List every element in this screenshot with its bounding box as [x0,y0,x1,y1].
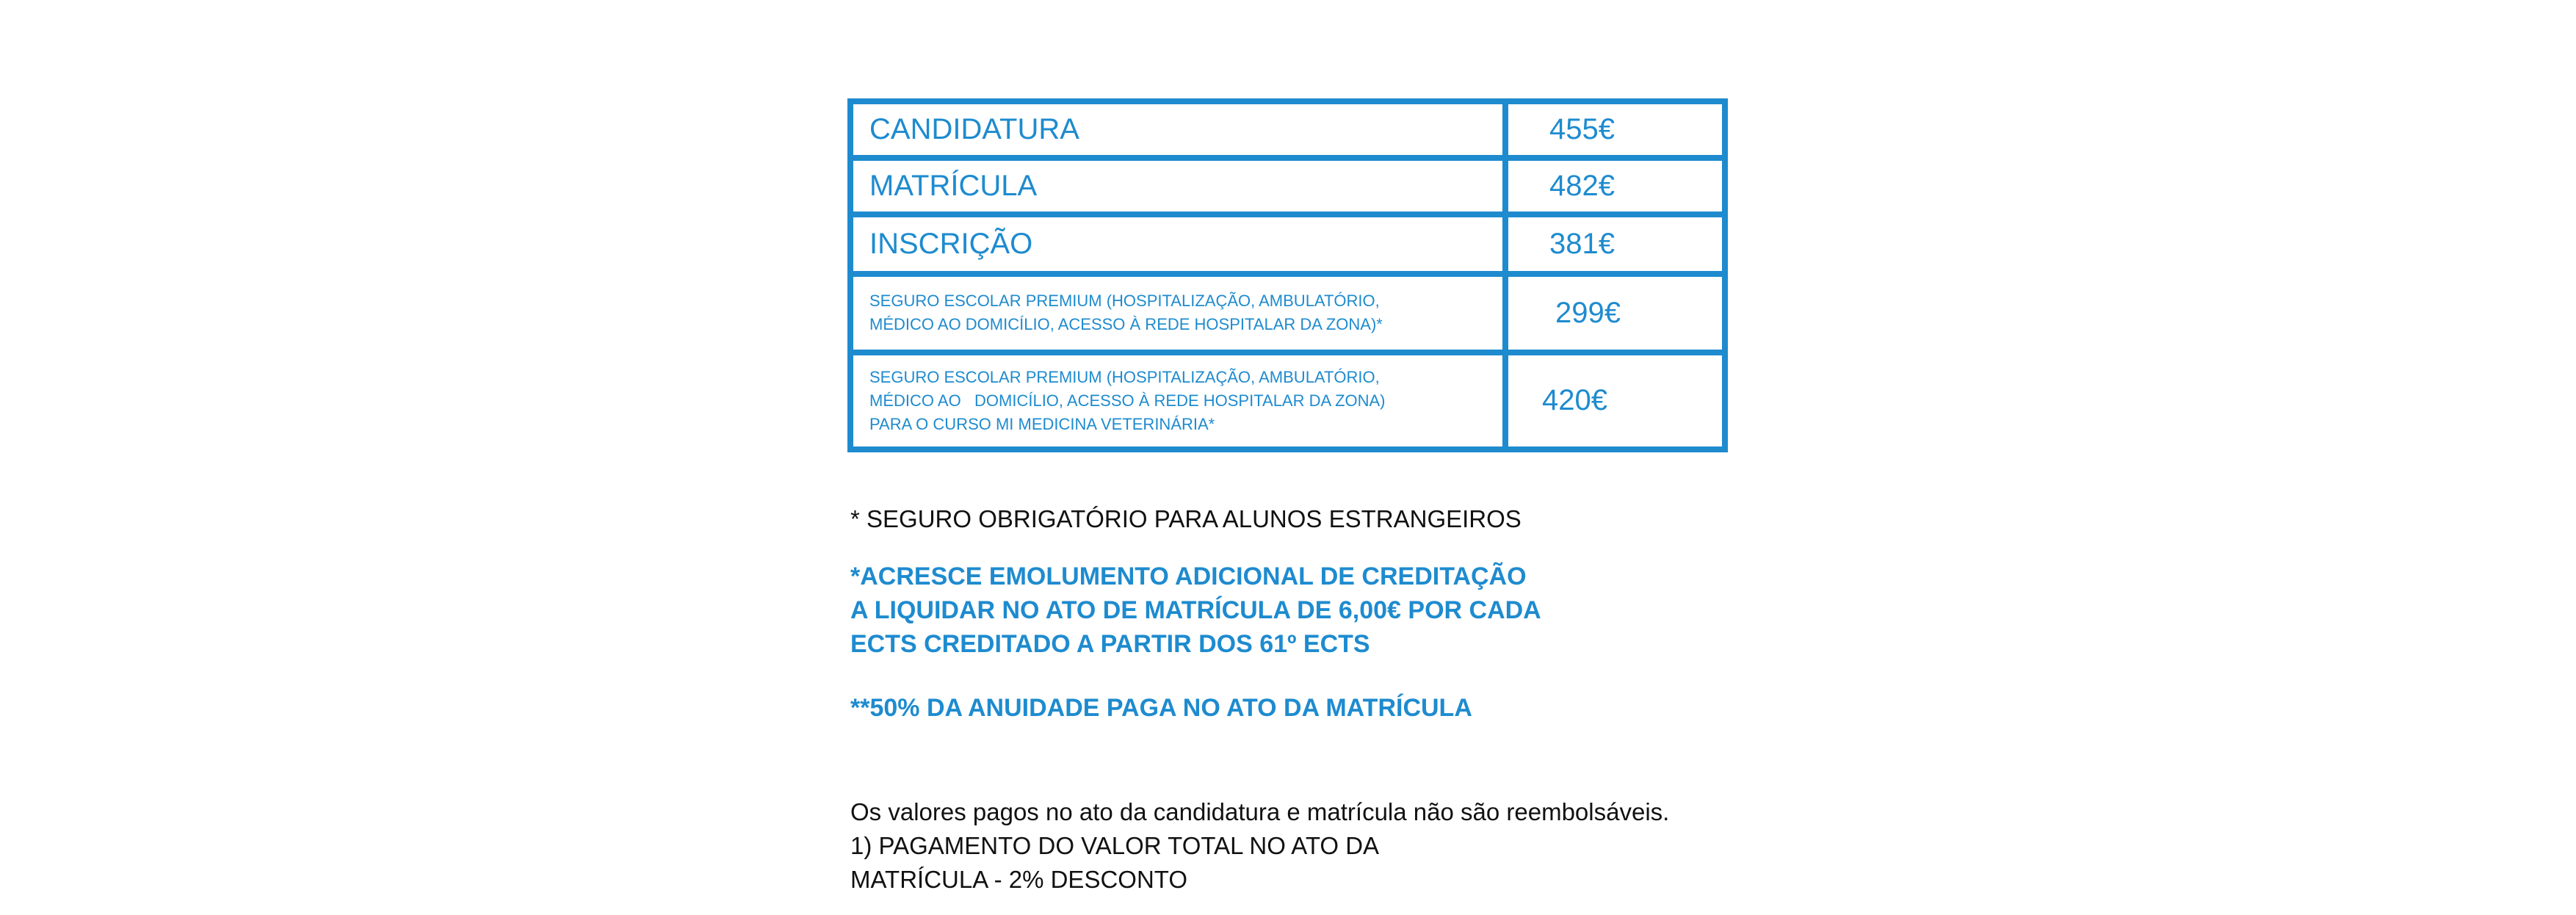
fee-price: 455€ [1508,104,1722,155]
fee-table: CANDIDATURA 455€ MATRÍCULA 482€ INSCRIÇÃ… [847,98,1728,452]
credit-note: *ACRESCE EMOLUMENTO ADICIONAL DE CREDITA… [850,560,1541,661]
fee-label-line: SEGURO ESCOLAR PREMIUM (HOSPITALIZAÇÃO, … [869,292,1380,311]
fee-label: SEGURO ESCOLAR PREMIUM (HOSPITALIZAÇÃO, … [853,277,1502,350]
fee-row: CANDIDATURA 455€ [853,104,1722,155]
credit-note-line: *ACRESCE EMOLUMENTO ADICIONAL DE CREDITA… [850,563,1527,590]
fee-price: 381€ [1508,217,1722,272]
fee-row: MATRÍCULA 482€ [853,160,1722,212]
fee-label-line: MÉDICO AO DOMICÍLIO, ACESSO À REDE HOSPI… [869,391,1386,410]
fee-label: SEGURO ESCOLAR PREMIUM (HOSPITALIZAÇÃO, … [853,355,1502,446]
fee-label: MATRÍCULA [853,160,1502,212]
fee-label-line: PARA O CURSO MI MEDICINA VETERINÁRIA* [869,414,1215,433]
fee-price: 482€ [1508,160,1722,212]
fee-label: INSCRIÇÃO [853,217,1502,272]
fee-price: 420€ [1508,355,1722,446]
insurance-note: * SEGURO OBRIGATÓRIO PARA ALUNOS ESTRANG… [850,505,1522,532]
fee-label: CANDIDATURA [853,104,1502,155]
fee-row: SEGURO ESCOLAR PREMIUM (HOSPITALIZAÇÃO, … [853,355,1722,446]
payment-line: 1) PAGAMENTO DO VALOR TOTAL NO ATO DA [850,832,1380,859]
fee-row: SEGURO ESCOLAR PREMIUM (HOSPITALIZAÇÃO, … [853,277,1722,350]
fee-label-line: SEGURO ESCOLAR PREMIUM (HOSPITALIZAÇÃO, … [869,367,1380,386]
fee-row: INSCRIÇÃO 381€ [853,217,1722,272]
fee-price: 299€ [1508,277,1722,350]
payment-line: MATRÍCULA - 2% DESCONTO [850,866,1188,893]
credit-note-line: ECTS CREDITADO A PARTIR DOS 61º ECTS [850,630,1370,658]
payment-notes: Os valores pagos no ato da candidatura e… [850,795,1669,897]
credit-note-line: A LIQUIDAR NO ATO DE MATRÍCULA DE 6,00€ … [850,596,1541,624]
annuity-note: **50% DA ANUIDADE PAGA NO ATO DA MATRÍCU… [850,694,1472,722]
fee-label-line: MÉDICO AO DOMICÍLIO, ACESSO À REDE HOSPI… [869,315,1383,334]
refund-note: Os valores pagos no ato da candidatura e… [850,798,1670,825]
